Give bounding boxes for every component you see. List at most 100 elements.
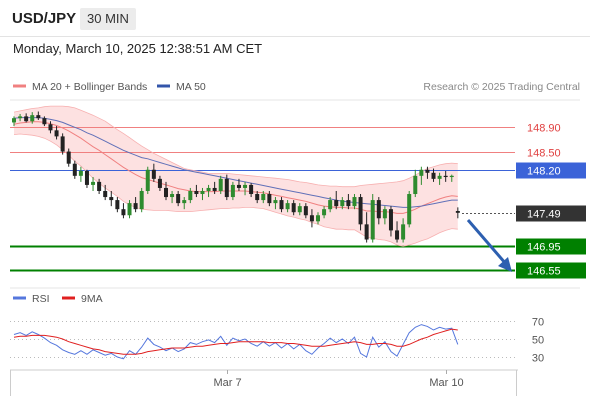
candle-55: [346, 194, 351, 210]
timeframe-button[interactable]: 30 MIN: [80, 8, 136, 30]
candle-33: [212, 181, 217, 195]
candle-8: [60, 133, 65, 155]
candle-32: [206, 184, 211, 198]
candle-54: [340, 197, 345, 210]
candle-20: [133, 197, 138, 213]
candle-30: [194, 184, 199, 198]
chart-header: USD/JPY 30 MIN: [0, 0, 590, 37]
candle-59: [370, 194, 375, 243]
candle-73: [455, 207, 460, 219]
rsi-ma-legend-label: 9MA: [81, 293, 103, 305]
candle-17: [115, 197, 120, 213]
level-label-bg-148.20: [516, 162, 586, 179]
candle-42: [267, 190, 272, 207]
level-label-tip-148.20: [516, 162, 522, 179]
candle-body-22: [145, 169, 150, 191]
candle-body-40: [255, 194, 260, 201]
candle-7: [54, 126, 59, 140]
candle-body-9: [66, 151, 71, 164]
candle-62: [388, 206, 393, 237]
level-label-148.90: 148.90: [527, 123, 561, 135]
level-label-tip-146.95: [516, 238, 522, 255]
candle-body-8: [60, 136, 65, 152]
level-label-bg-146.95: [516, 238, 586, 255]
candle-47: [297, 203, 302, 216]
candle-10: [72, 160, 77, 179]
rsi-series-RSI: [13, 324, 459, 360]
candle-14: [97, 178, 102, 195]
candle-body-42: [267, 194, 272, 204]
candle-body-14: [97, 181, 102, 191]
chart-frame: [10, 99, 580, 396]
candle-body-65: [407, 194, 412, 225]
candle-58: [364, 212, 369, 243]
candle-body-32: [206, 187, 211, 191]
candle-69: [431, 168, 436, 182]
level-label-146.95: 146.95: [527, 242, 561, 254]
candle-body-66: [413, 175, 418, 195]
candle-body-34: [218, 178, 223, 191]
level-label-bg-147.49: [516, 205, 586, 222]
candle-31: [200, 187, 205, 201]
candle-0: [12, 116, 16, 127]
candle-4: [36, 111, 41, 121]
candle-body-47: [297, 206, 302, 213]
price-level-labels: 148.90 148.50 148.20 147.49 146.95 146.55: [516, 123, 586, 279]
candle-45: [285, 200, 290, 213]
main-legend: MA 20 + Bollinger Bands MA 50 Research ©…: [13, 81, 580, 93]
candle-37: [236, 178, 241, 191]
candle-51: [322, 206, 327, 219]
candle-body-60: [376, 200, 381, 219]
candle-body-10: [72, 163, 77, 176]
candle-72: [449, 174, 454, 182]
candle-48: [303, 203, 308, 219]
candle-56: [352, 194, 357, 210]
rsi-tick-label-30: 30: [532, 353, 544, 365]
candle-26: [170, 190, 175, 204]
research-credit: Research © 2025 Trading Central: [423, 81, 580, 93]
candle-39: [249, 183, 254, 198]
candle-19: [127, 200, 132, 219]
rsi-series-9MA: [13, 328, 458, 355]
candle-65: [407, 190, 412, 228]
candle-body-27: [176, 194, 181, 204]
level-label-tip-147.49: [516, 205, 522, 222]
candle-body-28: [182, 200, 187, 204]
candle-64: [401, 218, 406, 243]
candlestick-series: [12, 111, 460, 243]
candle-50: [316, 212, 320, 225]
x-tick-label-1: Mar 10: [429, 377, 463, 389]
candle-body-24: [157, 178, 162, 188]
candle-body-51: [322, 209, 327, 216]
rsi-tick-label-50: 50: [532, 335, 544, 347]
candle-body-7: [54, 130, 59, 137]
candle-53: [334, 190, 339, 210]
candle-body-36: [230, 184, 235, 198]
candle-body-55: [346, 200, 351, 207]
level-label-148.20: 148.20: [527, 166, 561, 178]
candle-body-46: [291, 203, 296, 213]
candle-66: [413, 169, 418, 198]
forecast-arrow-shaft: [466, 219, 508, 265]
candle-body-72: [449, 175, 454, 178]
candle-body-56: [352, 197, 357, 207]
candle-body-19: [127, 203, 132, 216]
candle-body-71: [443, 175, 448, 178]
candle-52: [328, 197, 333, 213]
candle-body-43: [273, 200, 278, 204]
candle-body-31: [200, 190, 205, 195]
candle-body-58: [364, 224, 369, 240]
candle-body-11: [78, 170, 83, 176]
candle-body-53: [334, 200, 339, 207]
bollinger-band-layer: [14, 106, 458, 247]
rsi-legend: RSI 9MA: [13, 293, 103, 305]
candle-body-45: [285, 203, 290, 210]
candle-12: [84, 169, 89, 188]
candle-body-57: [358, 197, 363, 225]
candle-body-64: [401, 224, 406, 240]
candle-29: [188, 187, 193, 204]
candle-22: [145, 166, 150, 195]
candle-60: [376, 197, 381, 225]
candle-body-16: [109, 197, 114, 201]
candle-body-52: [328, 200, 333, 210]
